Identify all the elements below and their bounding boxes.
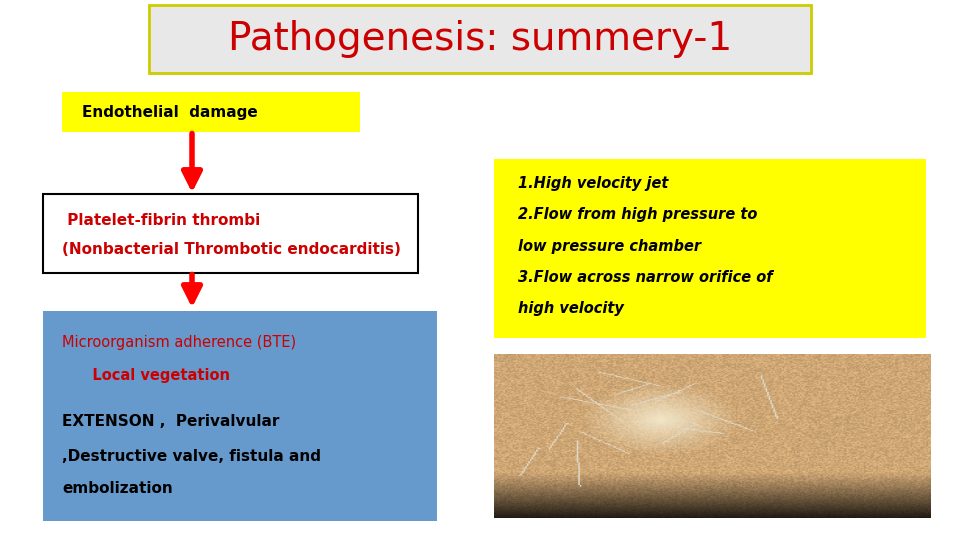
Text: high velocity: high velocity [518,301,624,316]
Text: (Nonbacterial Thrombotic endocarditis): (Nonbacterial Thrombotic endocarditis) [62,242,401,257]
Text: Local vegetation: Local vegetation [77,368,229,383]
Text: Pathogenesis: summery-1: Pathogenesis: summery-1 [228,20,732,58]
Text: low pressure chamber: low pressure chamber [518,239,702,254]
FancyBboxPatch shape [62,92,360,132]
Text: 2.Flow from high pressure to: 2.Flow from high pressure to [518,207,757,222]
Text: Endothelial  damage: Endothelial damage [82,105,257,119]
Text: 3.Flow across narrow orifice of: 3.Flow across narrow orifice of [518,270,773,285]
FancyBboxPatch shape [43,194,418,273]
Text: ,Destructive valve, fistula and: ,Destructive valve, fistula and [62,449,322,464]
FancyBboxPatch shape [149,5,811,73]
Text: EXTENSON ,  Perivalvular: EXTENSON , Perivalvular [62,414,279,429]
FancyBboxPatch shape [43,310,437,521]
Text: Microorganism adherence (BTE): Microorganism adherence (BTE) [62,335,297,350]
FancyBboxPatch shape [494,159,926,338]
Text: embolization: embolization [62,481,173,496]
Text: 1.High velocity jet: 1.High velocity jet [518,176,669,191]
Text: Platelet-fibrin thrombi: Platelet-fibrin thrombi [62,213,261,228]
